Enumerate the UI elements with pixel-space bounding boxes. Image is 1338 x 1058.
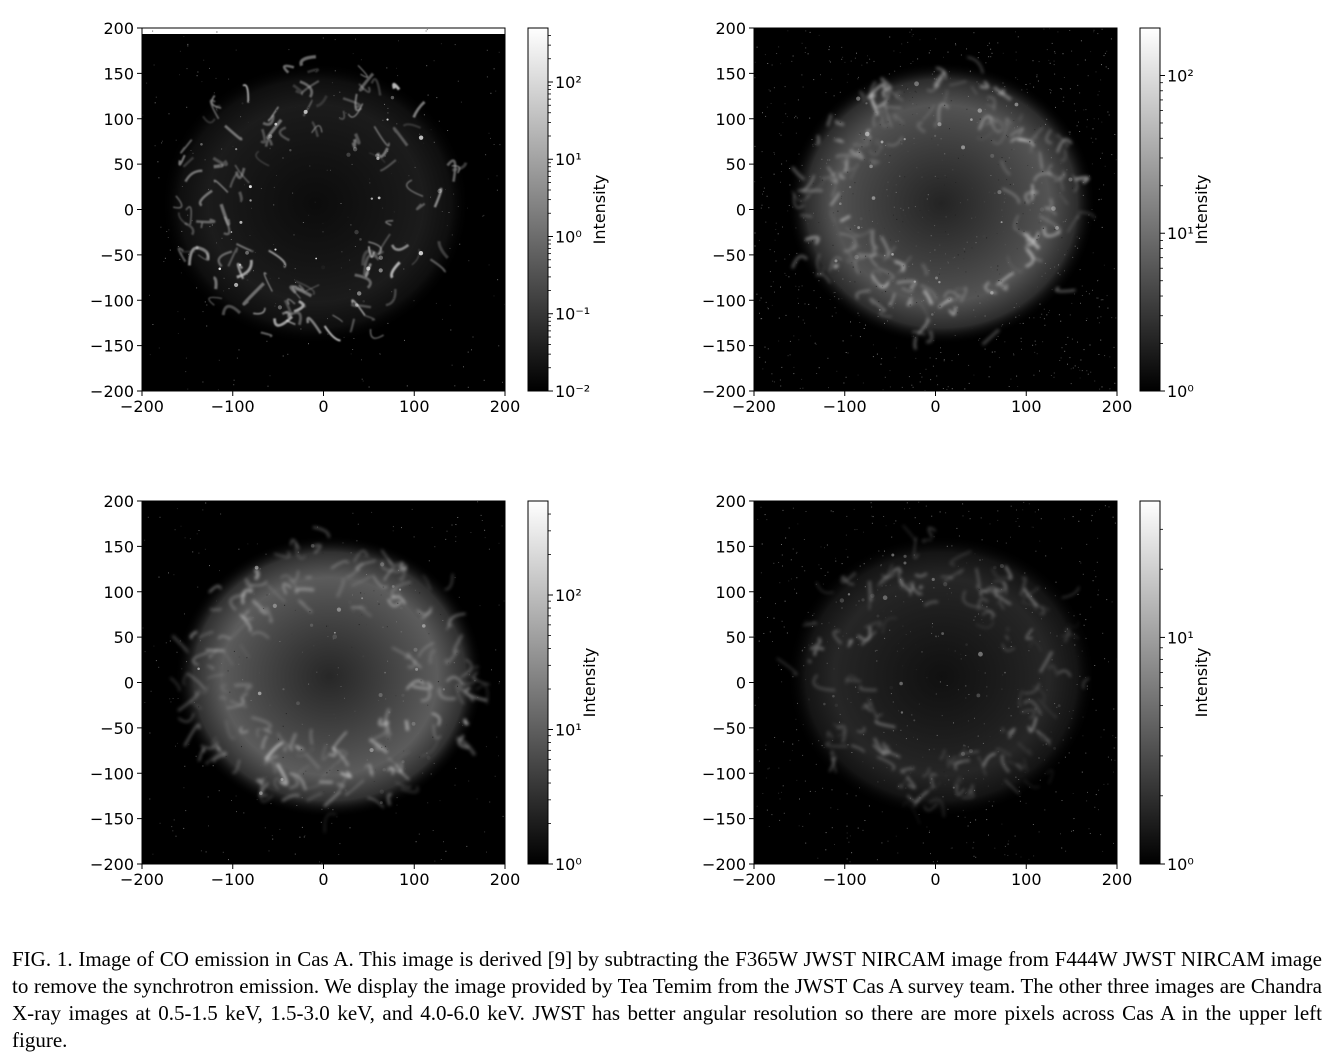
y-tick-label: 100 xyxy=(715,110,746,129)
colorbar-label: Intensity xyxy=(1192,175,1211,245)
y-tick-label: 100 xyxy=(103,583,134,602)
x-tick-label: 0 xyxy=(318,397,328,416)
y-tick-label: −50 xyxy=(100,719,134,738)
y-tick-label: 150 xyxy=(715,537,746,556)
y-tick-label: 150 xyxy=(715,64,746,83)
y-tick-label: −150 xyxy=(90,337,134,356)
x-tick-label: −100 xyxy=(823,397,867,416)
x-tick-label: 100 xyxy=(399,870,430,889)
y-tick-label: −100 xyxy=(90,291,134,310)
x-tick-label: −200 xyxy=(120,870,164,889)
x-tick-label: 0 xyxy=(930,397,940,416)
x-tick-label: 200 xyxy=(490,397,521,416)
x-tick-label: −100 xyxy=(823,870,867,889)
colorbar-tick-label: 10⁰ xyxy=(1167,855,1194,874)
colorbar-tick-label: 10⁻² xyxy=(555,382,590,401)
x-tick-label: 100 xyxy=(399,397,430,416)
panel-xray-hard: 200 150 100 50 0 −50 −100 −150 −200 −200 −100 0 100 2… xyxy=(702,491,1262,891)
colorbar-tick-label: 10¹ xyxy=(1167,628,1194,647)
colorbar-tick-label: 10⁰ xyxy=(555,855,582,874)
colorbar-tick-label: 10¹ xyxy=(1167,224,1194,243)
y-tick-label: 100 xyxy=(103,110,134,129)
x-tick-label: 0 xyxy=(930,870,940,889)
x-tick-label: 200 xyxy=(1102,397,1133,416)
x-tick-label: 100 xyxy=(1011,397,1042,416)
y-tick-label: 200 xyxy=(715,492,746,511)
y-tick-label: 0 xyxy=(736,201,746,220)
colorbar xyxy=(527,500,549,865)
image-area xyxy=(754,501,1117,864)
colorbar-tick-label: 10⁰ xyxy=(555,227,582,246)
x-tick-label: 200 xyxy=(490,870,521,889)
x-tick-label: −100 xyxy=(211,870,255,889)
image-area xyxy=(754,28,1117,391)
x-tick-label: −200 xyxy=(732,397,776,416)
y-tick-label: 200 xyxy=(715,19,746,38)
chart-svg: 200 150 100 50 0 −50 −100 −150 −200−200 −100 0 100 2… xyxy=(702,492,1211,889)
figure-caption: FIG. 1. Image of CO emission in Cas A. T… xyxy=(12,947,1322,1052)
colorbar-label: Intensity xyxy=(580,648,599,718)
colorbar xyxy=(1139,500,1161,865)
y-tick-label: −200 xyxy=(90,382,134,401)
x-tick-label: −200 xyxy=(732,870,776,889)
y-tick-label: 200 xyxy=(103,19,134,38)
x-tick-label: 200 xyxy=(1102,870,1133,889)
x-tick-label: −200 xyxy=(120,397,164,416)
y-tick-label: −100 xyxy=(90,764,134,783)
x-tick-label: −100 xyxy=(211,397,255,416)
y-tick-label: 50 xyxy=(114,155,134,174)
y-tick-label: 0 xyxy=(736,674,746,693)
y-tick-label: 50 xyxy=(114,628,134,647)
y-tick-label: −150 xyxy=(90,810,134,829)
y-tick-label: −200 xyxy=(90,855,134,874)
y-tick-label: −100 xyxy=(702,764,746,783)
colorbar-label: Intensity xyxy=(1192,648,1211,718)
y-tick-label: −200 xyxy=(702,382,746,401)
colorbar-tick-label: 10⁰ xyxy=(1167,382,1194,401)
x-tick-label: 100 xyxy=(1011,870,1042,889)
y-tick-label: −200 xyxy=(702,855,746,874)
colorbar-tick-label: 10¹ xyxy=(555,721,582,740)
colorbar-tick-label: 10⁻¹ xyxy=(555,305,590,324)
y-tick-label: 0 xyxy=(124,201,134,220)
x-tick-label: 0 xyxy=(318,870,328,889)
y-tick-label: 0 xyxy=(124,674,134,693)
y-tick-label: −150 xyxy=(702,337,746,356)
y-tick-label: 200 xyxy=(103,492,134,511)
y-tick-label: −50 xyxy=(712,246,746,265)
colorbar xyxy=(527,27,549,392)
colorbar-tick-label: 10² xyxy=(1167,66,1194,85)
colorbar-label: Intensity xyxy=(590,175,609,245)
y-tick-label: −50 xyxy=(712,719,746,738)
image-area xyxy=(142,501,505,864)
y-tick-label: −100 xyxy=(702,291,746,310)
y-tick-label: 50 xyxy=(726,628,746,647)
y-tick-label: −50 xyxy=(100,246,134,265)
colorbar-tick-label: 10¹ xyxy=(555,150,582,169)
chart-svg: 200 150 100 50 0 −50 −100 −150 −200−200 −100 0 100 2… xyxy=(90,19,609,416)
image-area xyxy=(142,28,505,391)
chart-svg: 200 150 100 50 0 −50 −100 −150 −200−200 −100 0 100 2… xyxy=(90,492,599,889)
y-tick-label: 50 xyxy=(726,155,746,174)
colorbar-tick-label: 10² xyxy=(555,73,582,92)
chart-svg: 200 150 100 50 0 −50 −100 −150 −200−200 −100 0 100 2… xyxy=(702,19,1211,416)
panel-xray-medium: 200 150 100 50 0 −50 −100 −150 −200 −200 −100 0 100 2… xyxy=(90,491,650,891)
panel-xray-soft: 200 150 100 50 0 −50 −100 −150 −200 −200 −100 0 100 2… xyxy=(702,18,1262,418)
colorbar xyxy=(1139,27,1161,392)
y-tick-label: 100 xyxy=(715,583,746,602)
panel-co-emission: 200 150 100 50 0 −50 −100 −150 −200 −200 −100 0 100 2… xyxy=(90,18,650,418)
y-tick-label: −150 xyxy=(702,810,746,829)
colorbar-tick-label: 10² xyxy=(555,586,582,605)
y-tick-label: 150 xyxy=(103,64,134,83)
y-tick-label: 150 xyxy=(103,537,134,556)
